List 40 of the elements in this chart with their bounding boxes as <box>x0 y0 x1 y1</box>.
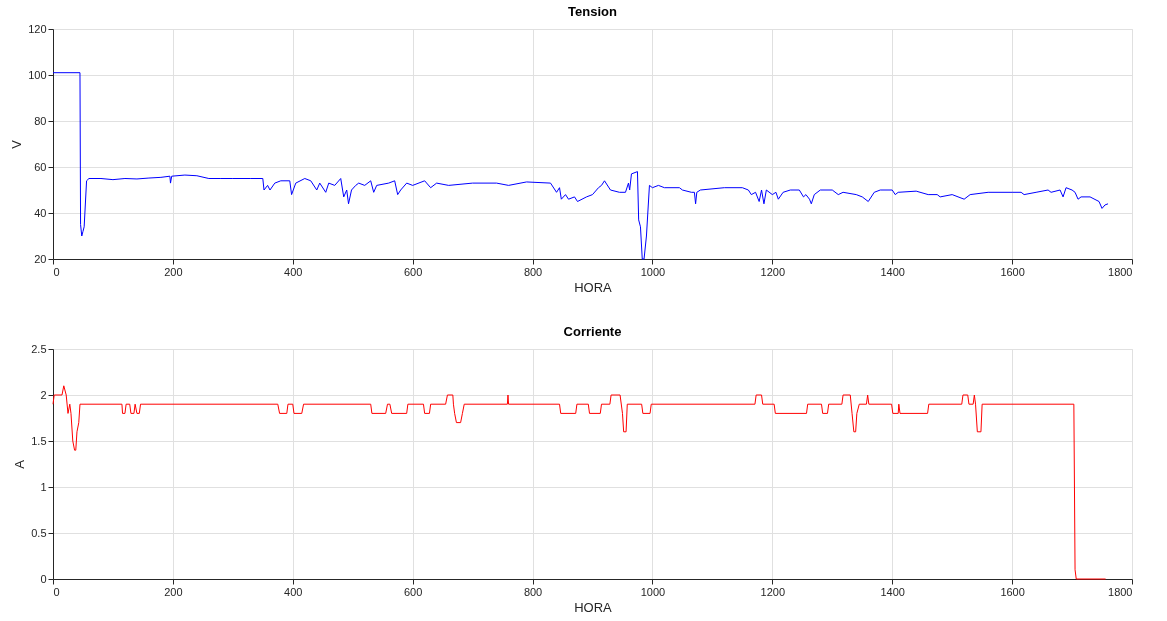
y-axis-title: V <box>9 139 25 149</box>
x-tick-label: 1000 <box>640 585 666 598</box>
x-tick-label: 1200 <box>760 265 786 278</box>
y-tick-label: 40 <box>34 206 47 219</box>
x-tick-label: 400 <box>284 265 303 278</box>
line-series <box>52 385 1107 580</box>
x-axis-title: HORA <box>574 599 613 615</box>
y-tick-label: 100 <box>28 68 47 81</box>
y-tick-label: 1.5 <box>31 434 47 447</box>
x-tick-label: 600 <box>403 265 423 278</box>
x-tick-label: 1200 <box>760 585 786 598</box>
y-tick-label: 20 <box>34 252 47 265</box>
x-tick-label: 1000 <box>640 265 666 278</box>
x-tick-label: 800 <box>523 585 543 598</box>
chart-title: Corriente <box>563 324 622 339</box>
y-tick-label: 1 <box>40 480 47 493</box>
x-tick-label: 400 <box>284 585 303 598</box>
y-tick-label: 80 <box>34 114 47 127</box>
x-tick-label: 1800 <box>1108 265 1133 278</box>
y-tick-label: 2 <box>40 388 47 401</box>
y-tick-label: 120 <box>28 22 47 35</box>
x-tick-label: 1400 <box>880 585 905 598</box>
y-axis-title: A <box>12 459 28 469</box>
chart-title: Tension <box>568 4 617 19</box>
y-tick-label: 0.5 <box>31 526 47 539</box>
x-tick-label: 200 <box>164 585 183 598</box>
x-tick-label: 1600 <box>1000 265 1025 278</box>
x-tick-label: 800 <box>523 265 543 278</box>
line-series <box>52 72 1109 260</box>
y-tick-label: 0 <box>40 572 47 585</box>
x-tick-label: 0 <box>53 265 60 278</box>
x-tick-label: 0 <box>53 585 60 598</box>
y-tick-label: 2.5 <box>31 342 47 355</box>
x-tick-label: 600 <box>403 585 423 598</box>
x-tick-label: 1800 <box>1108 585 1133 598</box>
x-tick-label: 1400 <box>880 265 905 278</box>
x-tick-label: 1600 <box>1000 585 1025 598</box>
x-axis-title: HORA <box>574 279 613 295</box>
x-tick-label: 200 <box>164 265 183 278</box>
y-tick-label: 60 <box>34 160 47 173</box>
